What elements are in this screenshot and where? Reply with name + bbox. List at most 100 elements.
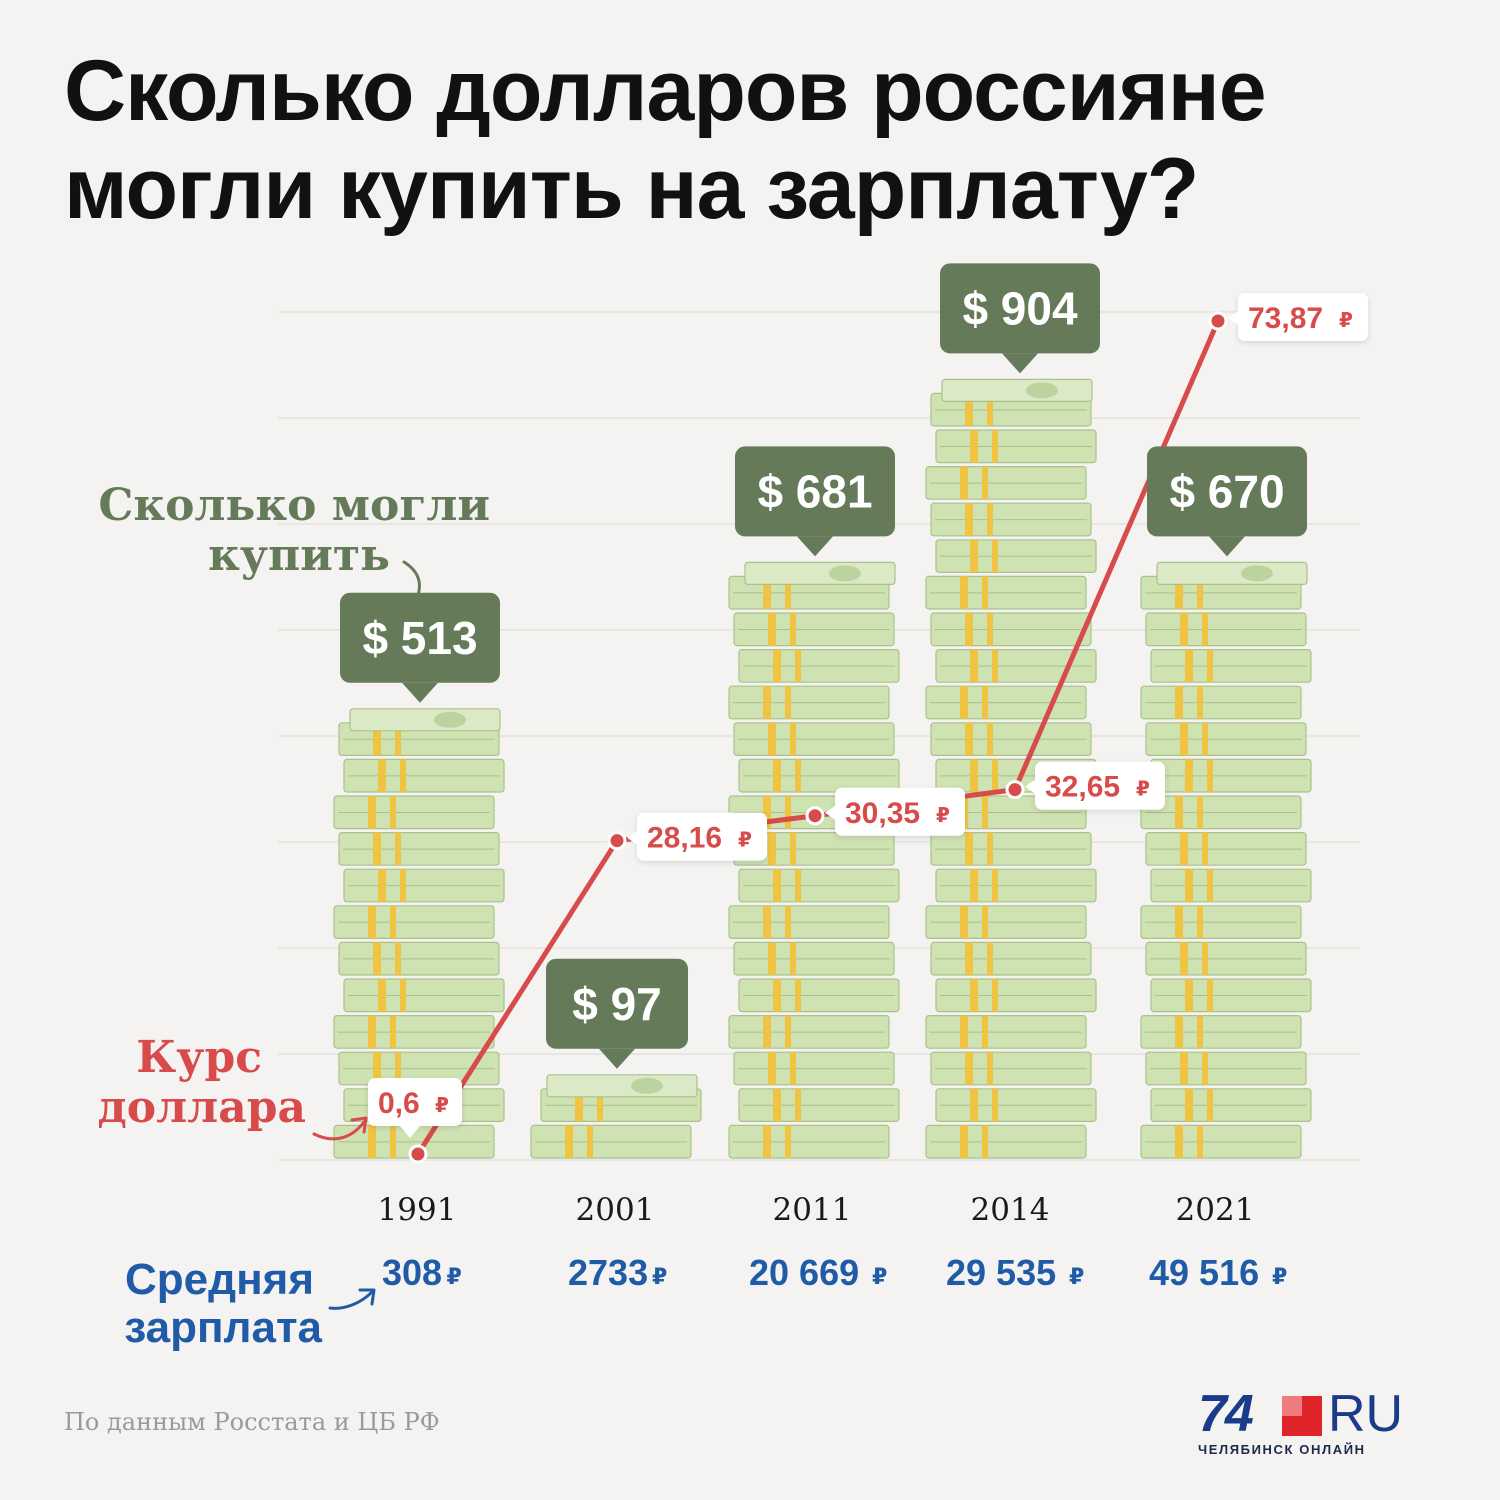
money-band (965, 832, 973, 866)
money-band (1207, 1088, 1213, 1122)
money-band (1175, 796, 1183, 829)
year-tick-label: 2011 (773, 1192, 852, 1228)
money-band (373, 722, 381, 756)
money-band (960, 905, 968, 939)
money-band (982, 1125, 988, 1158)
money-band (982, 576, 988, 609)
money-band (965, 393, 973, 426)
rate-label-box (835, 787, 965, 836)
rate-label: 73,87 ₽ (1228, 293, 1368, 341)
money-band (960, 686, 968, 719)
money-band (785, 1015, 791, 1049)
bill-portrait (1026, 382, 1058, 399)
rate-point (607, 831, 627, 851)
money-band (982, 1015, 988, 1049)
money-band (773, 649, 781, 683)
money-band (965, 1052, 973, 1085)
money-band (992, 979, 998, 1012)
money-band (970, 869, 978, 902)
dollars-label-pointer (599, 1048, 635, 1069)
money-band (987, 722, 993, 756)
dollars-label: $ 513 (340, 592, 500, 703)
money-band (1175, 1015, 1183, 1049)
money-band (960, 1125, 968, 1158)
bill-portrait (1241, 565, 1273, 582)
money-band (763, 686, 771, 719)
rate-label: 0,6 ₽ (368, 1078, 462, 1138)
money-band (1207, 979, 1213, 1012)
dollars-label-pointer (797, 536, 833, 557)
money-band (768, 942, 776, 975)
salary-currency-symbol: ₽ (1272, 1265, 1287, 1290)
money-band (795, 869, 801, 902)
money-band (1197, 576, 1203, 609)
money-band (575, 1088, 583, 1122)
rate-label-pointer (400, 1126, 420, 1138)
money-band (992, 649, 998, 683)
money-band (970, 1088, 978, 1122)
rate-annotation-arrow (312, 1120, 366, 1141)
money-band (785, 796, 791, 829)
dollars-label-text: $ 670 (1169, 465, 1284, 517)
source-note: По данным Росстата и ЦБ РФ (64, 1408, 440, 1436)
salary-annotation-line-2: зарплата (124, 1303, 322, 1352)
money-band (1185, 649, 1193, 683)
rate-currency-symbol: ₽ (1339, 308, 1353, 332)
money-band (965, 613, 973, 646)
money-band (773, 759, 781, 792)
dollars-label-pointer (402, 682, 438, 703)
rate-currency-symbol: ₽ (936, 803, 950, 827)
rate-line (408, 311, 1228, 1164)
money-band (987, 503, 993, 536)
money-band (960, 466, 968, 500)
money-band (373, 1052, 381, 1085)
money-band (795, 759, 801, 792)
dollars-label: $ 97 (546, 958, 688, 1069)
dollars-label-text: $ 904 (962, 282, 1078, 334)
rate-annotation-arrowhead (350, 1116, 368, 1134)
money-band (987, 1052, 993, 1085)
dollars-label-pointer (1002, 353, 1038, 374)
rate-point (408, 1144, 428, 1164)
money-band (790, 613, 796, 646)
dollars-annotation-arrowhead (402, 594, 426, 608)
money-band (970, 539, 978, 573)
money-band (390, 905, 396, 939)
money-stack (530, 1074, 702, 1159)
publisher-logo[interactable]: 74 RU ЧЕЛЯБИНСК ОНЛАЙН (1198, 1388, 1418, 1458)
dollars-label-box (940, 263, 1100, 354)
rate-label: 32,65 ₽ (1025, 761, 1165, 810)
salary-value-text: 308 (382, 1252, 442, 1293)
money-band (390, 1125, 396, 1158)
rate-label-text: 28,16 (647, 822, 722, 855)
money-band (1180, 942, 1188, 975)
year-tick-label: 2021 (1176, 1192, 1255, 1228)
rate-currency-symbol: ₽ (738, 828, 752, 852)
bill-portrait (631, 1077, 663, 1094)
money-band (1185, 759, 1193, 792)
dollars-annotation-line-1: Сколько могли (98, 480, 490, 531)
money-band (992, 869, 998, 902)
dollars-label-pointer (1209, 536, 1245, 557)
money-band (768, 832, 776, 866)
money-stacks (333, 378, 1312, 1159)
chart-labels: $ 513 $ 97 $ 681 $ 904 $ 670 0,6 ₽28,16 ₽30,35 ₽… (340, 263, 1368, 1293)
money-band (763, 1015, 771, 1049)
money-band (1175, 905, 1183, 939)
salary-currency-symbol: ₽ (652, 1265, 667, 1290)
dollars-label-text: $ 681 (757, 465, 872, 517)
rate-label: 28,16 ₽ (627, 812, 767, 861)
money-band (768, 1052, 776, 1085)
logo-number: 74 (1198, 1385, 1254, 1443)
salary-currency-symbol: ₽ (1069, 1265, 1084, 1290)
rate-label-box (637, 812, 767, 861)
money-band (368, 1015, 376, 1049)
money-band (773, 1088, 781, 1122)
money-band (378, 759, 386, 792)
rate-point (1005, 780, 1025, 800)
money-band (795, 1088, 801, 1122)
money-band (785, 686, 791, 719)
money-band (987, 613, 993, 646)
money-band (1197, 1015, 1203, 1049)
